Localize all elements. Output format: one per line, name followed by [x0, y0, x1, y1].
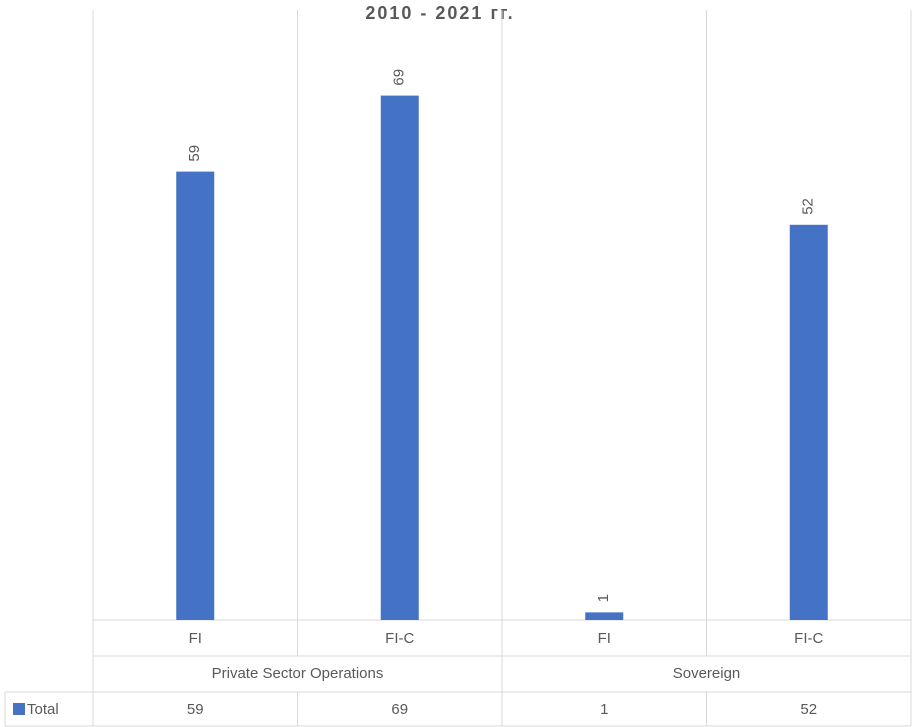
table-value: 69: [391, 701, 408, 718]
table-value: 1: [600, 701, 608, 718]
data-label: 52: [800, 198, 817, 215]
group-label: Private Sector Operations: [212, 665, 384, 682]
bar: [789, 224, 828, 621]
data-label: 59: [186, 145, 203, 162]
x-tick-label: FI-C: [794, 630, 823, 647]
table-value: 59: [187, 701, 204, 718]
bar: [176, 171, 215, 620]
x-tick-label: FI: [598, 630, 611, 647]
bar: [380, 95, 419, 621]
table-value: 52: [800, 701, 817, 718]
data-label: 1: [595, 594, 612, 602]
bar: [585, 612, 624, 620]
x-tick-label: FI-C: [385, 630, 414, 647]
x-tick-label: FI: [189, 630, 202, 647]
chart-title: 2010 - 2021 гг.: [365, 3, 514, 23]
legend-key: [13, 703, 25, 715]
data-label: 69: [391, 69, 408, 86]
group-label: Sovereign: [673, 665, 741, 682]
legend-label: Total: [27, 701, 59, 718]
